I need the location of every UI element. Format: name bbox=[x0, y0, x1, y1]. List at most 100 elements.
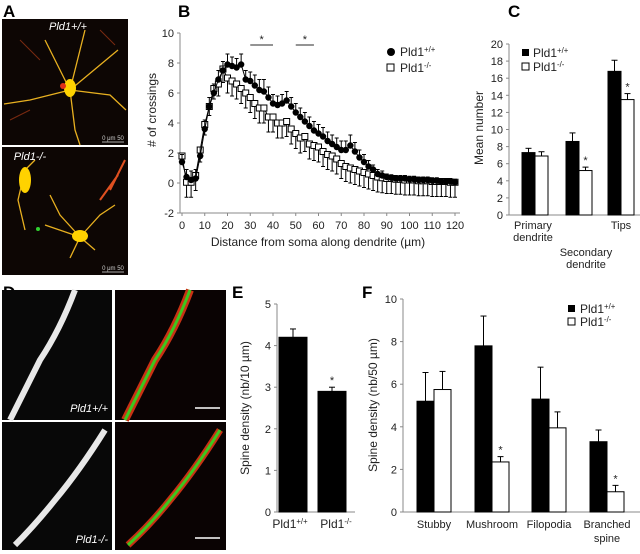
image-label-ko-d: Pld1-/- bbox=[76, 534, 109, 546]
legend-label-wt: Pld1+/+ bbox=[580, 302, 616, 317]
e-category-label: Pld1-/- bbox=[320, 517, 352, 532]
bar-ko bbox=[548, 427, 567, 513]
data-point-ko bbox=[283, 118, 291, 125]
data-point-wt bbox=[415, 176, 422, 184]
e-y-axis-title: Spine density (nb/10 µm) bbox=[238, 341, 252, 475]
data-point-ko bbox=[246, 94, 254, 101]
significance-star: * bbox=[498, 445, 503, 457]
data-point-wt bbox=[292, 109, 299, 116]
data-point-wt bbox=[438, 178, 445, 185]
data-point-wt bbox=[365, 163, 372, 170]
genotype-base: Pld1 bbox=[580, 315, 604, 329]
genotype-base: Pld1 bbox=[580, 302, 604, 316]
panel-a: A Pld1+/+ 0 μm 50 Pld1-/- 0 μm 50 bbox=[2, 2, 128, 275]
b-x-tick-label: 80 bbox=[358, 220, 370, 232]
genotype-superscript: +/+ bbox=[604, 302, 616, 311]
data-point-wt bbox=[301, 118, 309, 125]
data-point-wt bbox=[237, 61, 245, 68]
legend-marker-ko bbox=[386, 63, 395, 72]
data-point-wt bbox=[419, 176, 427, 184]
f-y-tick-label: 10 bbox=[385, 294, 397, 306]
data-point-wt bbox=[347, 142, 354, 149]
data-point-wt bbox=[215, 76, 222, 83]
data-point-ko bbox=[251, 100, 259, 107]
legend-marker-wt bbox=[568, 305, 575, 312]
data-point-wt bbox=[328, 140, 336, 148]
data-point-wt bbox=[442, 178, 450, 185]
genotype-superscript: +/+ bbox=[424, 45, 436, 54]
c-y-tick-label: 10 bbox=[491, 125, 503, 137]
dendrite-ko-merge bbox=[126, 429, 222, 547]
data-point-wt bbox=[356, 154, 363, 161]
f-y-tick-label: 4 bbox=[391, 422, 397, 434]
genotype-base: Pld1 bbox=[400, 61, 424, 75]
data-point-wt bbox=[397, 175, 404, 182]
legend-label-ko: Pld1-/- bbox=[533, 60, 565, 75]
e-y-tick-label: 2 bbox=[265, 424, 271, 436]
data-point-ko bbox=[269, 113, 277, 121]
f-category-label: spine bbox=[594, 533, 620, 545]
legend-label-wt: Pld1+/+ bbox=[400, 45, 436, 60]
c-y-tick-label: 6 bbox=[497, 159, 503, 171]
data-point-wt bbox=[306, 122, 313, 130]
data-point-wt bbox=[210, 89, 218, 97]
c-category-label: Tips bbox=[611, 220, 632, 232]
b-y-tick-label: 0 bbox=[168, 178, 174, 190]
bar-wt bbox=[607, 70, 622, 216]
legend-label-ko: Pld1-/- bbox=[580, 315, 612, 330]
data-point-wt bbox=[251, 82, 258, 89]
data-point-ko bbox=[315, 143, 322, 151]
bar-ko bbox=[491, 461, 510, 513]
legend-marker-wt bbox=[522, 49, 529, 56]
b-x-tick-label: 30 bbox=[244, 220, 256, 232]
data-point-wt bbox=[260, 88, 268, 95]
c-y-tick-label: 18 bbox=[491, 56, 503, 68]
legend-marker-wt bbox=[387, 48, 395, 56]
bar-value bbox=[317, 390, 347, 513]
genotype-superscript: +/+ bbox=[557, 46, 569, 55]
bar-ko bbox=[534, 155, 549, 216]
panel-d: D Pld1+/+ Pld1-/- bbox=[2, 283, 226, 550]
bar-wt bbox=[565, 140, 580, 216]
b-x-axis-title: Distance from soma along dendrite (µm) bbox=[211, 235, 425, 249]
f-category-label: Branched bbox=[583, 519, 630, 531]
c-category-label: Secondary bbox=[560, 247, 613, 259]
c-category-label: dendrite bbox=[566, 259, 606, 271]
micrograph-ko: Pld1-/- 0 μm 50 bbox=[2, 147, 128, 275]
data-point-wt bbox=[324, 137, 331, 145]
data-point-wt bbox=[406, 176, 413, 183]
image-label-wt-d: Pld1+/+ bbox=[70, 403, 108, 415]
b-y-tick-label: 10 bbox=[162, 28, 174, 40]
data-point-wt bbox=[392, 175, 400, 182]
legend-label-wt: Pld1+/+ bbox=[533, 46, 569, 61]
data-point-wt bbox=[278, 100, 286, 107]
b-y-tick-label: -2 bbox=[164, 208, 174, 220]
data-point-wt bbox=[333, 143, 340, 151]
dendrite-wt-gray bbox=[7, 288, 78, 422]
genotype-superscript: +/+ bbox=[296, 517, 308, 526]
c-y-tick-label: 20 bbox=[491, 39, 503, 51]
c-y-tick-label: 16 bbox=[491, 73, 503, 85]
c-y-tick-label: 12 bbox=[491, 107, 503, 119]
genotype-superscript: -/- bbox=[424, 61, 432, 70]
data-point-ko bbox=[287, 125, 295, 133]
b-y-tick-label: 4 bbox=[168, 118, 174, 130]
f-y-tick-label: 0 bbox=[391, 507, 397, 519]
f-category-label: Filopodia bbox=[527, 519, 573, 531]
legend-marker-ko bbox=[567, 317, 576, 326]
b-x-tick-label: 20 bbox=[221, 220, 233, 232]
e-y-tick-label: 3 bbox=[265, 382, 271, 394]
significance-star: * bbox=[259, 34, 264, 46]
data-point-wt bbox=[342, 146, 349, 154]
f-category-label: Stubby bbox=[417, 519, 452, 531]
c-y-axis-title: Mean number bbox=[472, 91, 486, 165]
b-y-tick-label: 6 bbox=[168, 88, 174, 100]
c-category-label: Primary bbox=[514, 220, 552, 232]
data-point-ko bbox=[333, 155, 341, 163]
bar-value bbox=[278, 336, 308, 513]
panel-label-c: C bbox=[508, 2, 520, 21]
c-y-tick-label: 0 bbox=[497, 210, 503, 222]
